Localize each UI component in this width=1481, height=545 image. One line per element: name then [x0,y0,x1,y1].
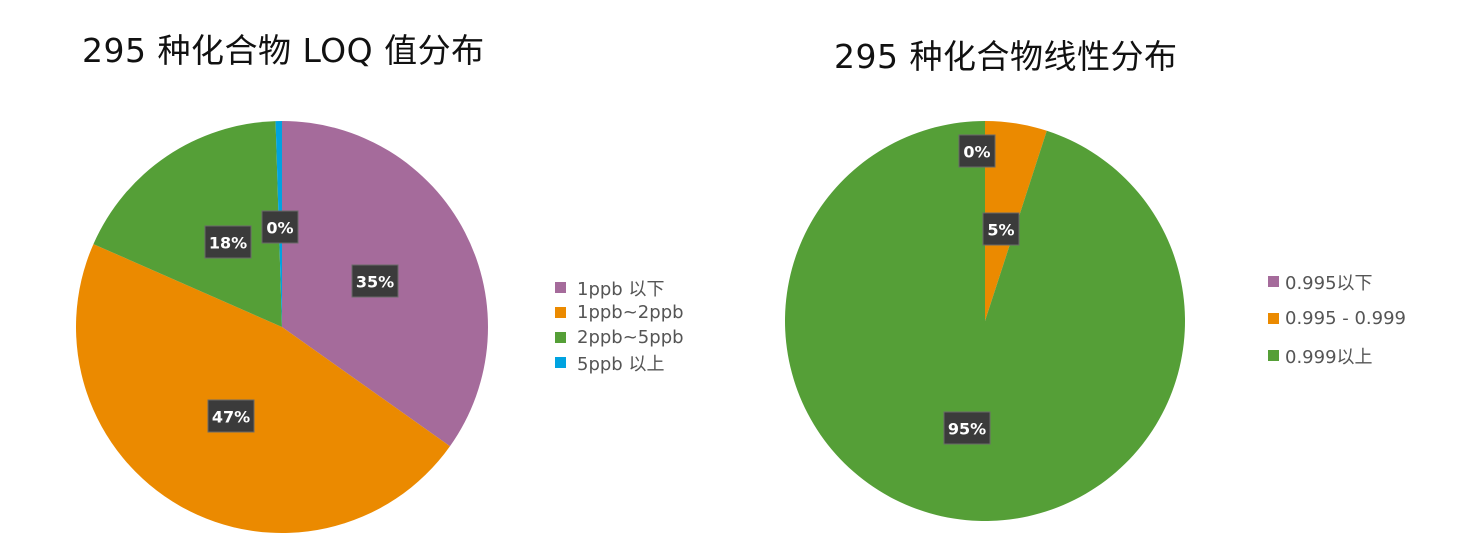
data-label: 18% [204,225,252,259]
data-label: 0% [958,134,996,168]
legend-label: 1ppb~2ppb [577,302,684,323]
loq-pie-chart: 35% 47% 18% 0% [76,121,488,533]
legend-item[interactable]: 1ppb 以下 [555,275,684,300]
svg-text:18%: 18% [209,234,247,253]
svg-text:35%: 35% [356,273,394,292]
legend-swatch [555,307,566,318]
legend-label: 1ppb 以下 [577,278,665,300]
legend-label: 0.995 - 0.999 [1285,308,1406,329]
legend-swatch [555,357,566,368]
loq-legend: 1ppb 以下 1ppb~2ppb 2ppb~5ppb 5ppb 以上 [555,275,684,375]
legend-swatch [1268,276,1279,287]
data-label: 0% [261,210,299,244]
linearity-legend: 0.995以下 0.995 - 0.999 0.999以上 [1268,263,1406,374]
linearity-pie-chart: 0% 5% 95% [785,121,1185,521]
legend-label: 0.999以上 [1285,346,1373,368]
data-label: 95% [943,411,991,445]
loq-chart-title: 295 种化合物 LOQ 值分布 [82,31,485,70]
svg-text:95%: 95% [948,420,986,439]
legend-item[interactable]: 2ppb~5ppb [555,325,684,350]
linearity-chart-title: 295 种化合物线性分布 [834,37,1178,76]
svg-text:0%: 0% [266,219,293,238]
legend-item[interactable]: 0.995以下 [1268,263,1406,300]
pie-slice[interactable] [785,121,1185,521]
legend-swatch [1268,350,1279,361]
legend-swatch [555,332,566,343]
pie-slice[interactable] [93,121,283,327]
legend-swatch [555,282,566,293]
data-label: 35% [351,264,399,298]
legend-label: 2ppb~5ppb [577,327,684,348]
svg-text:5%: 5% [987,221,1014,240]
pie-slice[interactable] [76,244,450,533]
legend-item[interactable]: 0.999以上 [1268,337,1406,374]
legend-label: 5ppb 以上 [577,353,665,375]
legend-swatch [1268,313,1279,324]
svg-text:0%: 0% [963,143,990,162]
legend-item[interactable]: 1ppb~2ppb [555,300,684,325]
legend-label: 0.995以下 [1285,272,1373,294]
svg-text:47%: 47% [212,408,250,427]
legend-item[interactable]: 5ppb 以上 [555,350,684,375]
data-label: 47% [207,399,255,433]
data-label: 5% [982,212,1020,246]
legend-item[interactable]: 0.995 - 0.999 [1268,300,1406,337]
